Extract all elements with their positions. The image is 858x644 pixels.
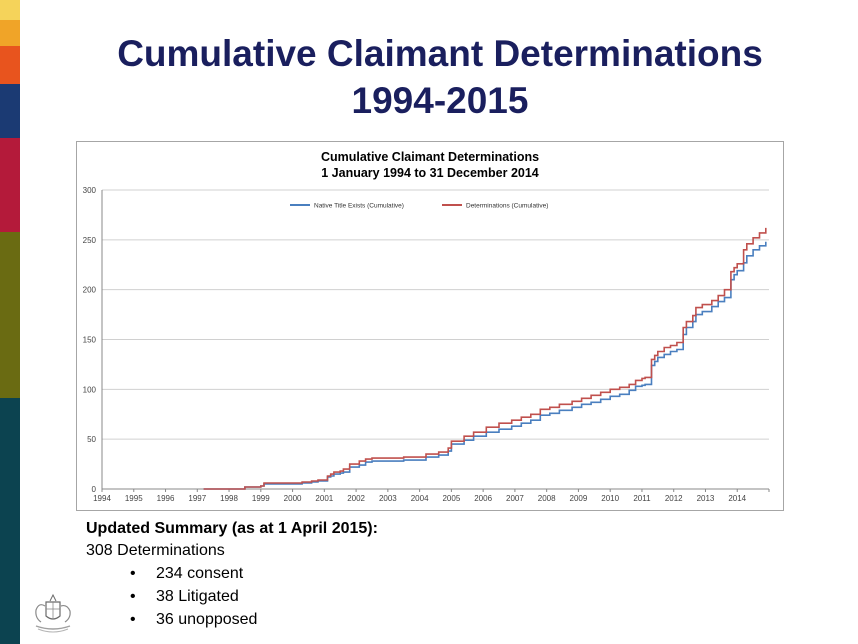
side-band-segment: [0, 232, 20, 398]
x-tick-label: 2004: [411, 494, 429, 503]
legend-label: Native Title Exists (Cumulative): [314, 203, 404, 210]
x-tick-label: 1996: [157, 494, 175, 503]
side-band-segment: [0, 398, 20, 644]
legend-label: Determinations (Cumulative): [466, 203, 548, 210]
coat-of-arms-icon: [35, 593, 71, 633]
x-tick-label: 2005: [442, 494, 460, 503]
summary-total: 308 Determinations: [86, 542, 225, 559]
summary-heading: Updated Summary (as at 1 April 2015):: [86, 520, 378, 537]
x-tick-label: 2012: [665, 494, 683, 503]
chart-legend: Native Title Exists (Cumulative) Determin…: [290, 203, 548, 210]
x-tick-label: 1994: [93, 494, 111, 503]
x-tick-label: 2011: [633, 494, 651, 503]
slide-title: Cumulative Claimant Determinations 1994-…: [40, 30, 840, 124]
summary-block: Updated Summary (as at 1 April 2015): 30…: [86, 517, 378, 631]
summary-item-text: 234 consent: [156, 565, 244, 582]
slide-title-line-2: 1994-2015: [351, 80, 529, 121]
x-tick-label: 2008: [538, 494, 556, 503]
y-tick-label: 300: [83, 186, 97, 195]
chart-subtitle: 1 January 1994 to 31 December 2014: [321, 166, 539, 180]
y-tick-label: 0: [92, 485, 97, 494]
bullet-marker: •: [130, 611, 136, 628]
bullet-marker: •: [130, 588, 136, 605]
y-tick-label: 250: [83, 236, 97, 245]
side-color-band: [0, 0, 20, 644]
summary-list: • 234 consent • 38 Litigated • 36 unopposed: [86, 562, 378, 631]
x-tick-label: 2003: [379, 494, 397, 503]
x-tick-label: 1995: [125, 494, 143, 503]
grid-lines: [102, 189, 769, 490]
summary-item: • 234 consent: [86, 562, 378, 585]
x-tick-label: 2009: [570, 494, 588, 503]
x-tick-label: 2006: [474, 494, 492, 503]
summary-item: • 36 unopposed: [86, 608, 378, 631]
bullet-marker: •: [130, 565, 136, 582]
x-tick-label: 1997: [188, 494, 206, 503]
side-band-segment: [0, 46, 20, 84]
y-tick-label: 150: [83, 336, 97, 345]
cumulative-determinations-chart: Cumulative Claimant Determinations 1 Jan…: [83, 150, 770, 503]
x-tick-label: 1998: [220, 494, 238, 503]
x-tick-label: 2013: [697, 494, 715, 503]
summary-item-text: 38 Litigated: [156, 588, 239, 605]
x-tick-label: 2001: [315, 494, 333, 503]
series-line: [203, 241, 767, 490]
side-band-segment: [0, 20, 20, 46]
tick-labels: 0 50 100 150 200 250 300 1994 1995 1996 1997 1998 19…: [83, 186, 747, 503]
series-line: [203, 227, 767, 490]
summary-item: • 38 Litigated: [86, 585, 378, 608]
slide-title-line-1: Cumulative Claimant Determinations: [117, 33, 763, 74]
x-tick-label: 2014: [728, 494, 746, 503]
chart-frame: Cumulative Claimant Determinations 1 Jan…: [76, 141, 784, 511]
summary-item-text: 36 unopposed: [156, 611, 258, 628]
side-band-segment: [0, 84, 20, 138]
side-band-segment: [0, 138, 20, 232]
x-tick-label: 2000: [284, 494, 302, 503]
x-tick-label: 2002: [347, 494, 365, 503]
x-tick-label: 2010: [601, 494, 619, 503]
side-band-segment: [0, 0, 20, 20]
chart-title: Cumulative Claimant Determinations: [321, 150, 539, 164]
y-tick-label: 50: [87, 435, 96, 444]
axes: [101, 190, 770, 492]
series-lines: [203, 227, 767, 490]
x-tick-label: 1999: [252, 494, 270, 503]
x-tick-label: 2007: [506, 494, 524, 503]
y-tick-label: 100: [83, 385, 97, 394]
y-tick-label: 200: [83, 286, 97, 295]
